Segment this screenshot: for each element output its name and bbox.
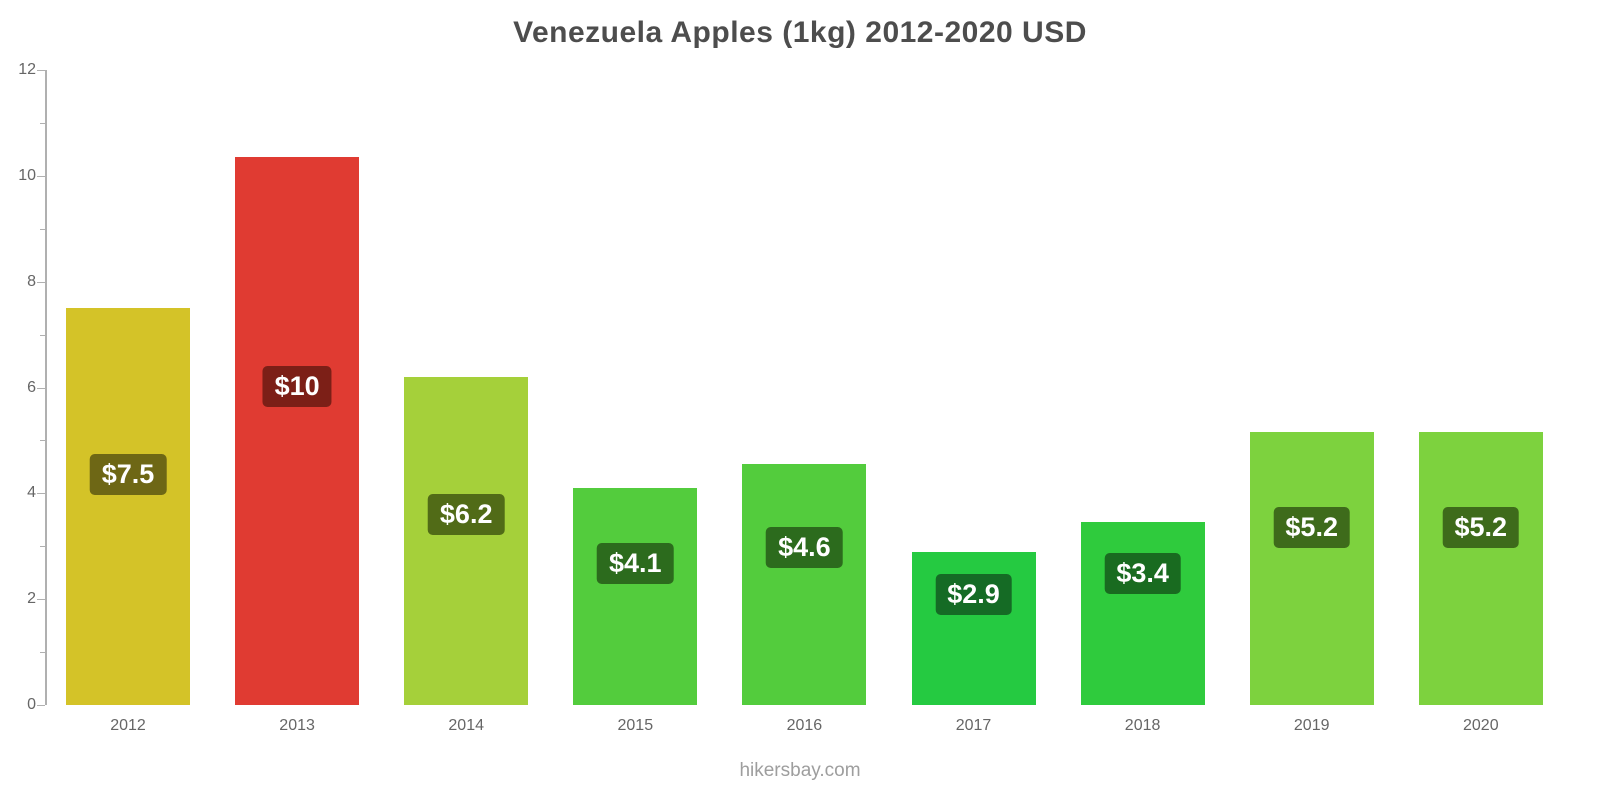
y-minor-tick — [40, 229, 45, 230]
x-tick-label-2018: 2018 — [1124, 717, 1161, 734]
bar-value-label-2016: $4.6 — [766, 527, 843, 568]
y-minor-tick — [40, 440, 45, 441]
x-tick-label-2013: 2013 — [279, 717, 315, 734]
bar-2020 — [1419, 432, 1543, 705]
y-minor-tick — [40, 123, 45, 124]
x-tick-label-2014: 2014 — [448, 717, 484, 734]
bar-2016 — [742, 464, 866, 705]
bar-2013 — [235, 157, 359, 705]
bar-value-label-2017: $2.9 — [935, 574, 1012, 615]
bar-2018 — [1081, 522, 1205, 705]
x-tick-label-2020: 2020 — [1463, 717, 1499, 734]
bar-value-label-2012: $7.5 — [89, 454, 167, 495]
y-minor-tick — [40, 652, 45, 653]
y-major-tick — [37, 705, 45, 706]
bar-2015 — [573, 488, 697, 705]
y-tick-label-2: 2 — [27, 590, 36, 607]
y-major-tick — [37, 70, 45, 71]
y-minor-tick — [40, 546, 45, 547]
y-major-tick — [37, 176, 45, 177]
bar-value-label-2018: $3.4 — [1104, 553, 1181, 594]
bar-2019 — [1250, 432, 1374, 705]
y-axis-line — [45, 70, 47, 705]
bar-value-label-2015: $4.1 — [597, 543, 674, 584]
x-tick-label-2012: 2012 — [110, 717, 146, 734]
bar-value-label-2020: $5.2 — [1442, 507, 1520, 548]
x-tick-label-2019: 2019 — [1293, 717, 1330, 734]
y-major-tick — [37, 493, 45, 494]
bar-value-label-2014: $6.2 — [427, 494, 505, 535]
bar-value-label-2019: $5.2 — [1273, 507, 1350, 548]
bar-2014 — [404, 377, 528, 705]
x-tick-label-2017: 2017 — [955, 717, 992, 734]
y-tick-label-10: 10 — [18, 167, 36, 184]
y-major-tick — [37, 282, 45, 283]
y-major-tick — [37, 388, 45, 389]
y-tick-label-6: 6 — [27, 379, 36, 396]
y-tick-label-0: 0 — [27, 696, 36, 713]
footer-watermark: hikersbay.com — [739, 760, 861, 781]
y-tick-label-12: 12 — [18, 61, 36, 78]
y-tick-label-8: 8 — [27, 273, 36, 290]
y-minor-tick — [40, 335, 45, 336]
x-tick-label-2016: 2016 — [786, 717, 823, 734]
y-tick-label-4: 4 — [27, 484, 36, 501]
bar-2012 — [66, 308, 190, 705]
x-tick-label-2015: 2015 — [617, 717, 654, 734]
bar-value-label-2013: $10 — [262, 366, 332, 407]
y-major-tick — [37, 599, 45, 600]
chart-title: Venezuela Apples (1kg) 2012-2020 USD — [513, 16, 1087, 49]
